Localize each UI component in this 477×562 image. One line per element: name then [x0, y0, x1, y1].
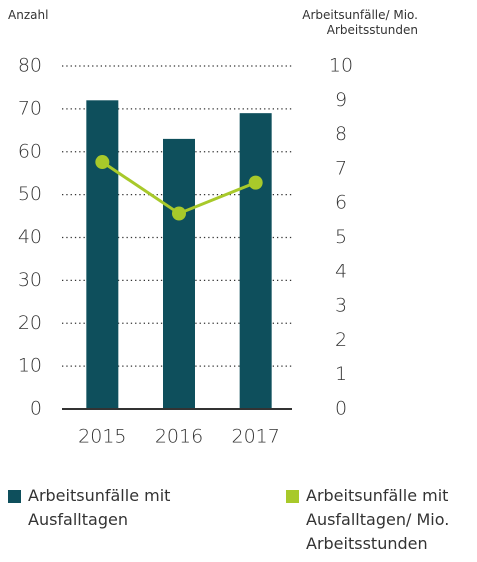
x-tick-label: 2017 — [231, 426, 279, 448]
x-tick-label: 2016 — [155, 426, 203, 448]
y2-tick-label: 1 — [335, 363, 347, 385]
legend-item: Arbeitsunfälle mit Ausfalltagen/ Mio. Ar… — [286, 484, 477, 556]
y2-tick-label: 6 — [335, 192, 347, 214]
y2-tick-label: 0 — [335, 398, 347, 420]
x-tick-label: 2015 — [78, 426, 126, 448]
y-tick-label: 10 — [18, 355, 42, 377]
y2-tick-label: 3 — [335, 295, 347, 317]
legend-swatch — [286, 490, 299, 503]
y2-tick-label: 10 — [329, 55, 353, 77]
y-tick-label: 50 — [18, 183, 42, 205]
y2-tick-label: 5 — [335, 226, 347, 248]
legend-label: Arbeitsunfälle mit Ausfalltagen — [28, 486, 171, 529]
y-tick-label: 30 — [18, 269, 42, 291]
legend-swatch — [8, 490, 21, 503]
y-axis-label: Anzahl — [8, 8, 49, 22]
line-point — [172, 206, 186, 221]
y2-tick-label: 9 — [335, 89, 347, 111]
legend-label: Arbeitsunfälle mit Ausfalltagen/ Mio. Ar… — [306, 486, 450, 553]
bar — [239, 113, 272, 409]
y2-tick-label: 2 — [335, 329, 347, 351]
line-point — [248, 175, 263, 190]
legend-item: Arbeitsunfälle mit Ausfalltagen — [8, 484, 198, 532]
bar — [163, 138, 195, 409]
bar — [86, 100, 119, 410]
chart: 0 10 20 30 40 50 60 70 80 0 1 2 3 4 5 6 7 8 9 10 2015 2016 201… — [18, 55, 353, 448]
line-point — [95, 155, 110, 170]
y-tick-label: 70 — [18, 97, 42, 119]
y2-tick-label: 4 — [335, 260, 347, 282]
y2-tick-label: 7 — [335, 157, 347, 179]
y-tick-label: 60 — [18, 140, 42, 162]
y2-axis-label: Arbeitsunfälle/ Mio. Arbeitsstunden — [302, 8, 418, 37]
y-tick-label: 40 — [18, 226, 42, 248]
y-tick-label: 20 — [18, 312, 42, 334]
y-tick-label: 0 — [30, 398, 42, 420]
y2-tick-label: 8 — [335, 123, 347, 145]
y-tick-label: 80 — [18, 55, 42, 77]
